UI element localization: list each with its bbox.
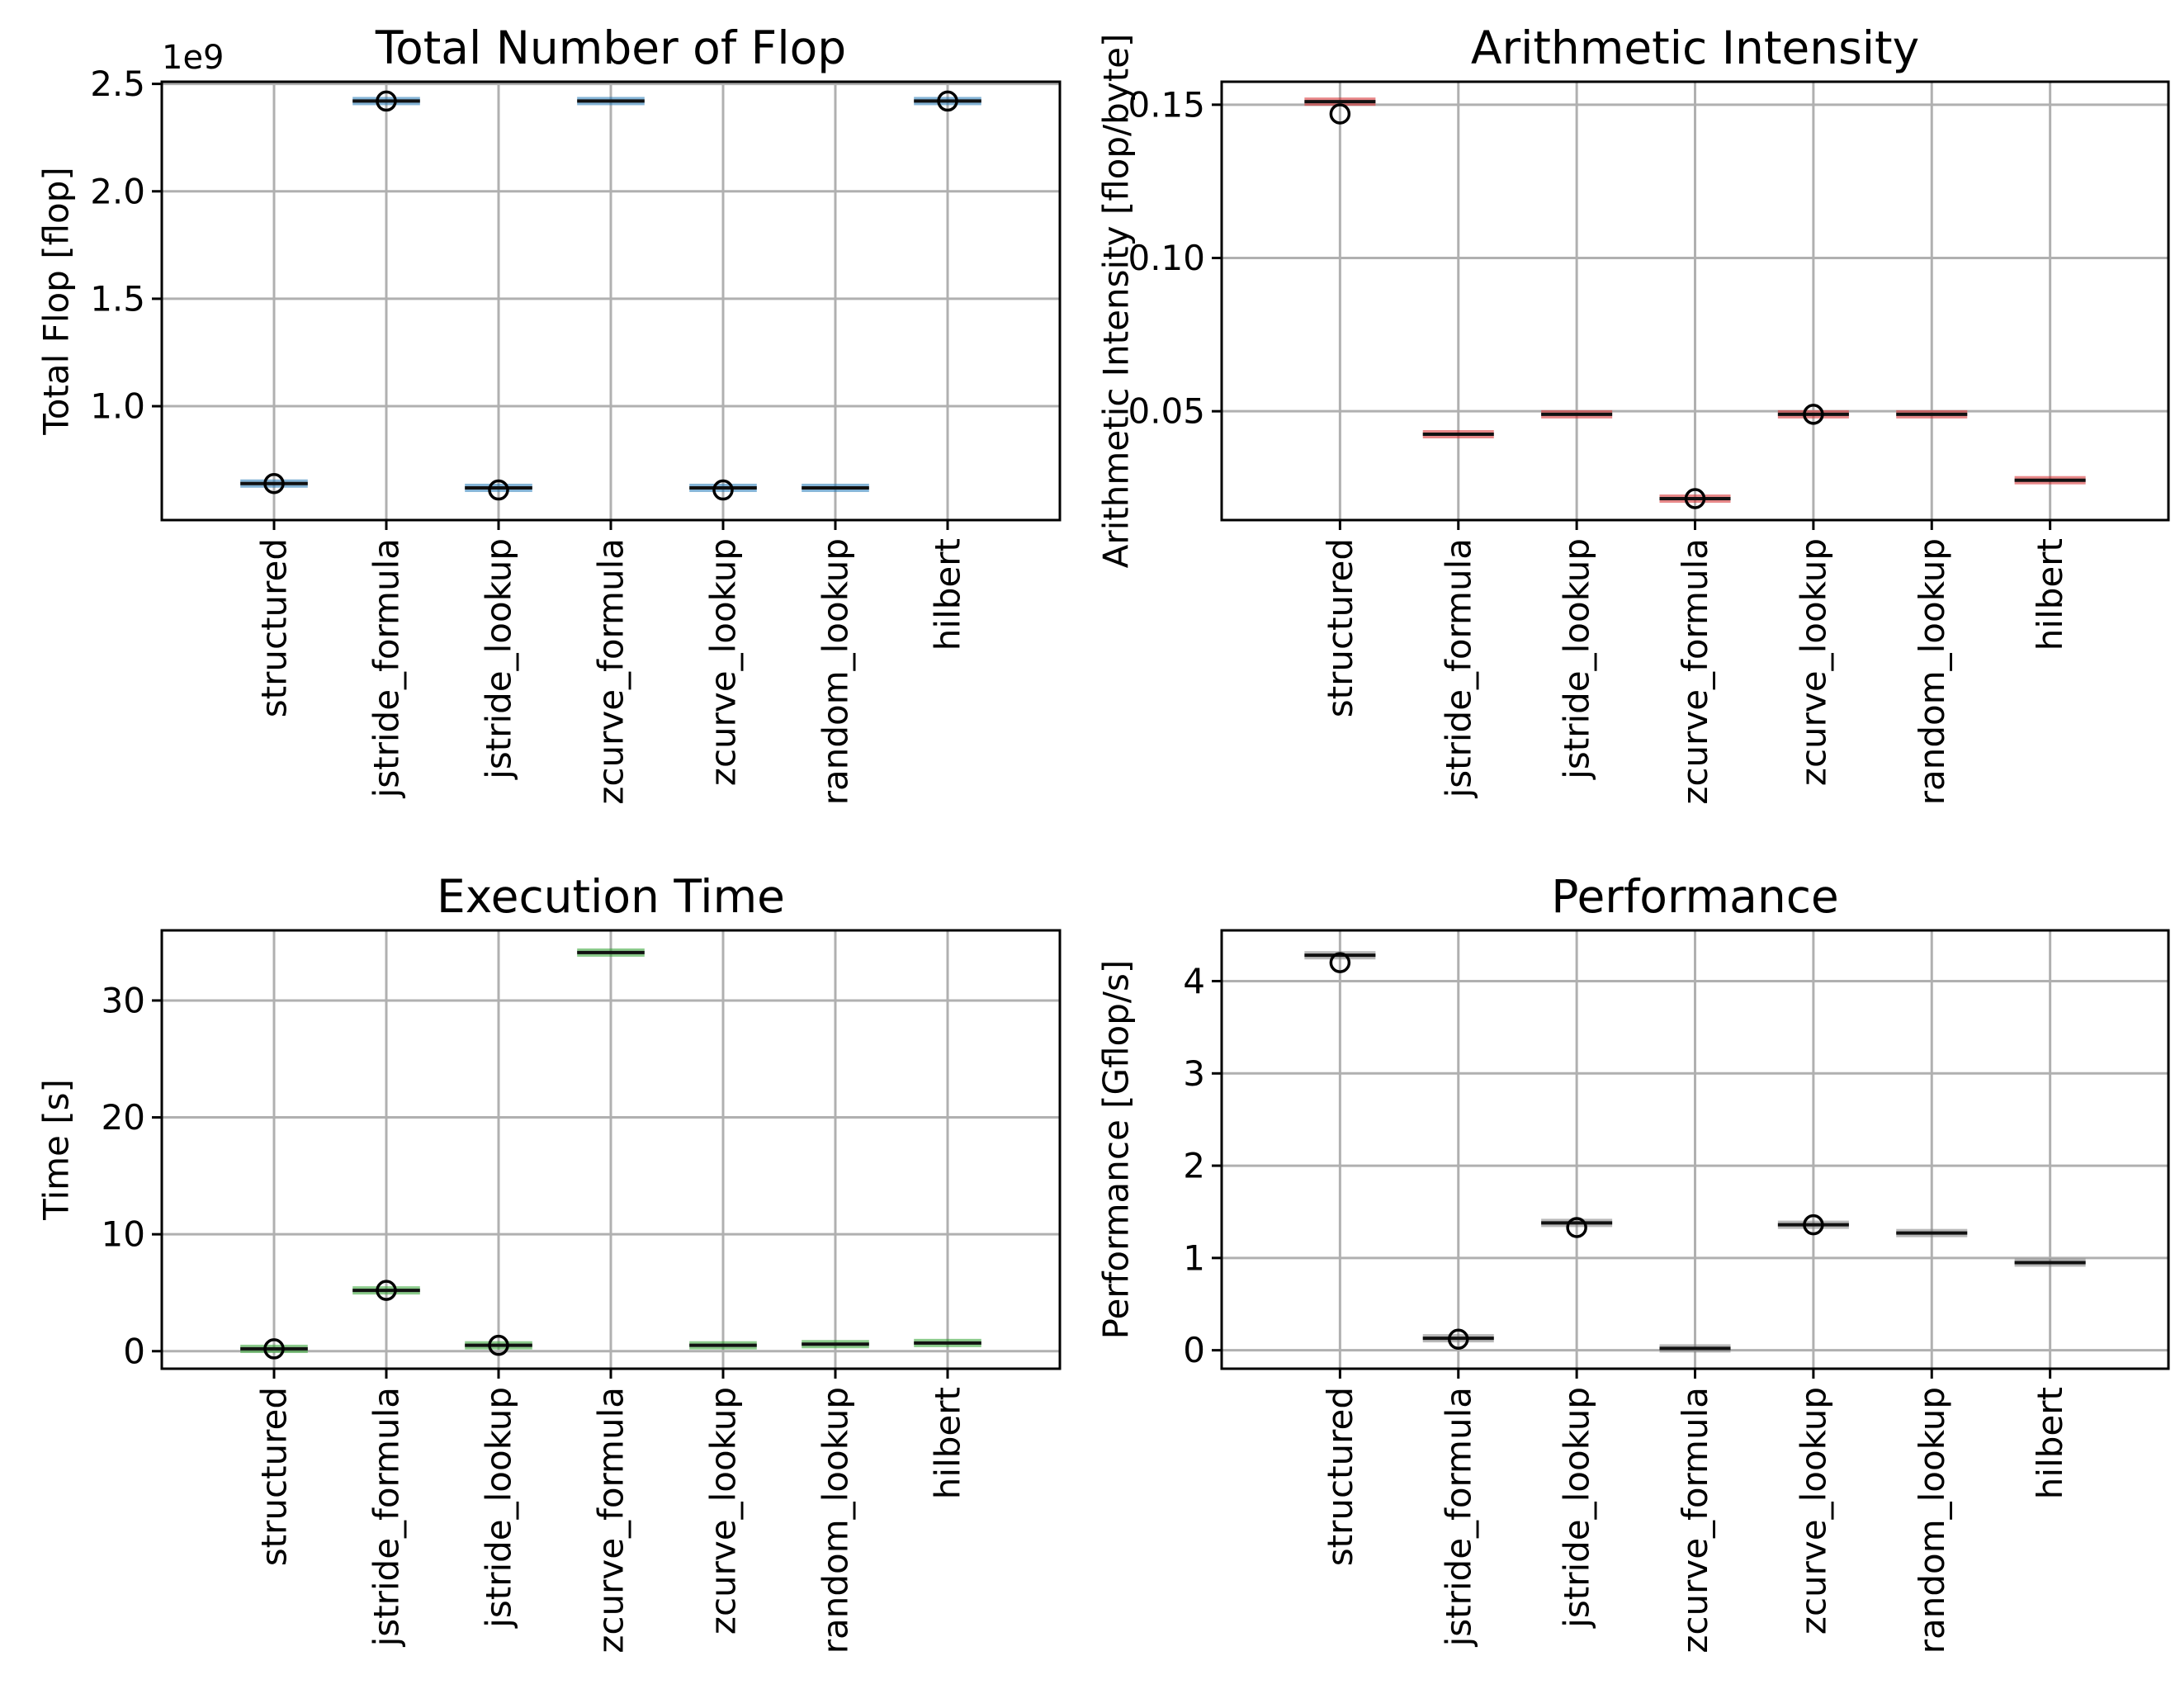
outlier-zcurve-lookup [1803,1214,1824,1236]
y-tick-label: 0 [1183,1330,1205,1370]
outlier-hilbert [937,90,958,112]
y-tick-label: 4 [1183,961,1205,1001]
outlier-jstride-lookup [488,479,509,501]
x-tick-label: structured [254,1387,295,1566]
x-tick-label: jstride_lookup [479,538,519,780]
x-tick-label: jstride_lookup [479,1387,519,1629]
outlier-jstride-lookup [1566,1217,1587,1238]
x-tick-label: jstride_lookup [1557,538,1597,780]
y-tick-label: 0 [123,1331,145,1371]
x-tick-label: zcurve_formula [591,1387,631,1654]
y-tick-label: 0.15 [1128,84,1205,125]
chart-title: Total Number of Flop [375,21,846,74]
x-tick-label: zcurve_lookup [703,538,744,786]
x-tick-label: jstride_formula [366,1387,407,1647]
x-tick-label: random_lookup [1912,538,1952,805]
x-tick-label: zcurve_formula [1675,538,1715,805]
x-tick-label: random_lookup [1912,1387,1952,1654]
x-tick-label: jstride_formula [1438,1387,1478,1647]
y-tick-label: 1 [1183,1237,1205,1278]
x-tick-label: random_lookup [816,538,856,805]
chart-title: Arithmetic Intensity [1471,21,1919,74]
x-tick-label: zcurve_lookup [1793,1387,1833,1635]
x-tick-label: structured [1320,1387,1360,1566]
outlier-zcurve-formula [1684,488,1706,509]
y-tick-label: 3 [1183,1053,1205,1094]
x-tick-label: hilbert [2030,538,2070,651]
y-tick-label: 1.5 [90,278,145,319]
outlier-jstride-lookup [488,1334,509,1356]
x-tick-label: zcurve_formula [1675,1387,1715,1654]
x-tick-label: jstride_formula [366,538,407,798]
y-tick-label: 1.0 [90,386,145,427]
y-tick-label: 2.0 [90,171,145,211]
x-tick-label: zcurve_formula [591,538,631,805]
x-tick-label: hilbert [2030,1387,2070,1499]
y-tick-label: 30 [102,980,145,1020]
subplot-total-number-of-flop: 1.0 1.5 2.0 2.5 structured jstride_formula jst… [36,21,1062,805]
x-tick-label: hilbert [928,1387,968,1499]
y-axis-label: Arithmetic Intensity [flop/byte] [1096,34,1137,569]
y-tick-label: 0.10 [1128,238,1205,278]
y-axis-label: Performance [Gflop/s] [1096,960,1137,1340]
subplot-arithmetic-intensity: 0.05 0.10 0.15 structured jstride_formula jst… [1096,21,2170,805]
y-tick-label: 2.5 [90,64,145,104]
outlier-structured [263,1338,285,1360]
subplot-performance: 0 1 2 3 4 structured jstride_formula jstride_lo… [1096,870,2170,1654]
subplot-execution-time: 0 10 20 30 structured jstride_formula jstride_… [36,870,1062,1654]
x-tick-label: jstride_lookup [1557,1387,1597,1629]
y-axis-label: Total Flop [flop] [36,167,77,436]
y-axis-label: Time [s] [36,1079,77,1221]
x-tick-label: structured [1320,538,1360,717]
y-offset-label: 1e9 [162,39,225,77]
y-tick-label: 2 [1183,1146,1205,1186]
x-tick-label: jstride_formula [1438,538,1478,798]
x-tick-label: random_lookup [816,1387,856,1654]
outlier-structured [1329,952,1351,973]
outlier-zcurve-lookup [1803,404,1824,425]
outlier-jstride-formula [376,1280,397,1301]
outlier-jstride-formula [1448,1328,1469,1350]
y-tick-label: 20 [102,1097,145,1138]
outlier-structured [1329,103,1351,125]
x-tick-label: zcurve_lookup [1793,538,1833,786]
outlier-zcurve-lookup [712,479,734,501]
y-tick-label: 10 [102,1214,145,1255]
y-tick-label: 0.05 [1128,391,1205,432]
outlier-jstride-formula [376,90,397,112]
chart-title: Performance [1551,870,1839,923]
x-tick-label: zcurve_lookup [703,1387,744,1635]
outlier-structured [263,473,285,494]
x-tick-label: hilbert [928,538,968,651]
x-tick-label: structured [254,538,295,717]
chart-title: Execution Time [437,870,785,923]
